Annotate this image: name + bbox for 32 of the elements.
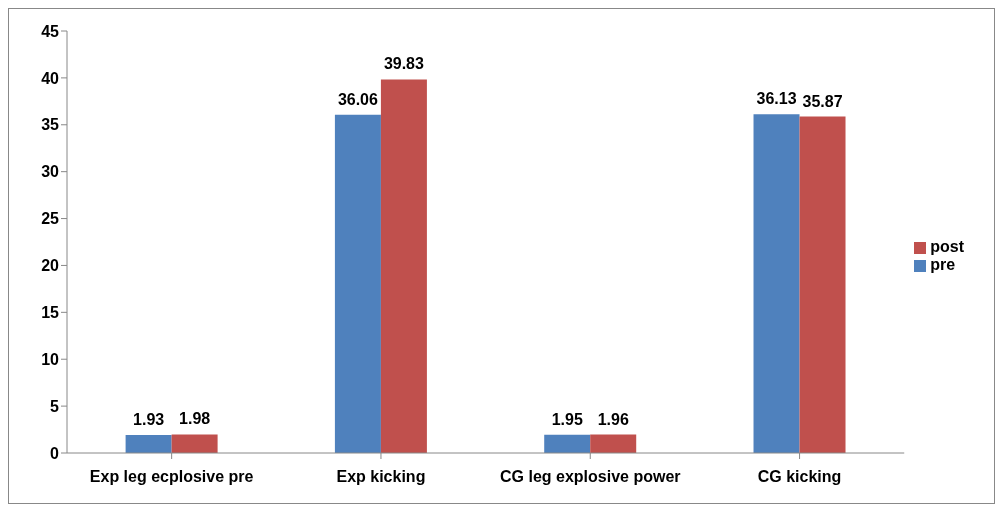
data-label: 1.96: [597, 410, 629, 428]
x-tick-label: Exp leg ecplosive pre: [89, 468, 254, 486]
bar: [799, 116, 846, 453]
legend-label: post: [930, 238, 964, 255]
x-tick-label: CG kicking: [757, 468, 842, 486]
y-tick-label: 10: [41, 350, 60, 368]
x-tick-label: Exp kicking: [336, 468, 426, 486]
bar: [334, 114, 381, 453]
y-tick-label: 45: [41, 22, 60, 40]
data-label: 1.95: [551, 410, 583, 428]
y-tick-label: 20: [41, 257, 60, 275]
bar: [544, 434, 591, 453]
data-label: 1.98: [179, 410, 211, 428]
y-tick-label: 15: [41, 304, 60, 322]
legend-label: pre: [930, 256, 956, 273]
bar: [125, 434, 172, 453]
bar: [380, 79, 427, 453]
y-tick-label: 40: [41, 69, 60, 87]
x-tick-label: CG leg explosive power: [500, 468, 681, 486]
bar: [590, 434, 637, 453]
y-tick-label: 35: [41, 116, 60, 134]
y-tick-label: 30: [41, 163, 60, 181]
bar: [171, 434, 218, 453]
data-label: 1.93: [133, 410, 165, 428]
y-tick-label: 5: [50, 397, 60, 415]
data-label: 36.13: [756, 90, 797, 108]
bar: [753, 114, 800, 453]
data-label: 35.87: [802, 92, 843, 110]
y-tick-label: 25: [41, 210, 60, 228]
data-label: 39.83: [383, 55, 425, 73]
y-tick-label: 0: [50, 444, 60, 462]
data-label: 36.06: [337, 90, 379, 108]
